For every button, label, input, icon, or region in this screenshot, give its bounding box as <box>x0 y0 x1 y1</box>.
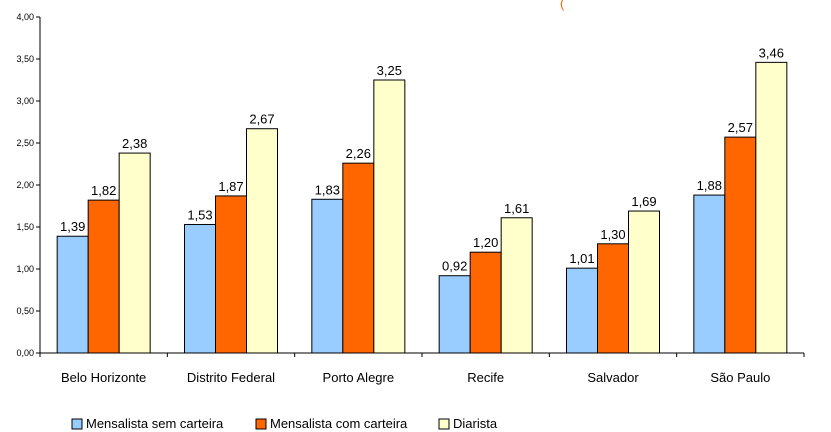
data-label: 1,01 <box>569 251 594 266</box>
category-label: Distrito Federal <box>187 370 275 385</box>
y-tick-label: 2,50 <box>16 138 34 148</box>
y-tick-label: 0,00 <box>16 348 34 358</box>
legend-swatch <box>71 418 83 430</box>
bar <box>628 210 660 354</box>
category-label: Porto Alegre <box>323 370 395 385</box>
bar <box>215 195 247 354</box>
category-label: Salvador <box>587 370 639 385</box>
category-label: Recife <box>467 370 504 385</box>
legend-label: Mensalista com carteira <box>270 416 408 431</box>
data-label: 1,87 <box>218 179 243 194</box>
data-label: 2,67 <box>249 112 274 127</box>
bar <box>118 152 151 354</box>
legend-label: Mensalista sem carteira <box>86 416 224 431</box>
y-tick-label: 1,00 <box>16 264 34 274</box>
bar <box>184 223 216 354</box>
data-label: 1,39 <box>60 219 85 234</box>
legend-swatch <box>255 418 267 430</box>
data-label: 2,26 <box>346 146 371 161</box>
bar <box>56 235 89 354</box>
data-label: 2,38 <box>122 136 147 151</box>
y-tick-label: 2,00 <box>16 180 34 190</box>
axes: 0,00 0,50 1,00 1,50 2,00 2,50 3,00 3,50 4,00 Belo… <box>16 12 805 385</box>
data-label: 2,57 <box>728 120 753 135</box>
data-label: 1,69 <box>631 194 656 209</box>
bar <box>597 243 629 354</box>
data-label: 3,25 <box>377 63 402 78</box>
y-tick-label: 4,00 <box>16 12 34 22</box>
legend: Mensalista sem carteira Mensalista com ca… <box>71 416 498 431</box>
bar <box>373 79 406 354</box>
bar <box>438 275 471 354</box>
data-label: 1,83 <box>315 182 340 197</box>
y-tick-label: 3,00 <box>16 96 34 106</box>
category-label: Belo Horizonte <box>61 370 146 385</box>
legend-label: Diarista <box>453 416 498 431</box>
y-tick-label: 0,50 <box>16 306 34 316</box>
bar <box>755 61 788 354</box>
data-label: 1,53 <box>187 207 212 222</box>
bar <box>87 199 120 354</box>
bar <box>693 194 726 354</box>
data-labels: 1,39 1,53 1,83 0,92 1,01 1,88 1,82 1,87 2,26 1,20… <box>60 45 784 273</box>
data-label: 1,30 <box>600 227 625 242</box>
data-label: 1,82 <box>91 183 116 198</box>
bar <box>724 136 757 354</box>
legend-swatch <box>438 418 450 430</box>
y-tick-label: 3,50 <box>16 54 34 64</box>
chart-title: ( <box>560 0 565 11</box>
bar <box>342 162 375 354</box>
bars <box>56 61 788 354</box>
y-tick-label: 1,50 <box>16 222 34 232</box>
data-label: 0,92 <box>442 259 467 274</box>
category-label: São Paulo <box>710 370 770 385</box>
data-label: 3,46 <box>759 45 784 60</box>
bar <box>246 128 278 354</box>
data-label: 1,88 <box>697 178 722 193</box>
bar <box>500 217 533 354</box>
data-label: 1,20 <box>473 235 498 250</box>
bar <box>566 267 598 354</box>
data-label: 1,61 <box>504 201 529 216</box>
bar <box>311 198 344 354</box>
bar <box>469 251 502 354</box>
